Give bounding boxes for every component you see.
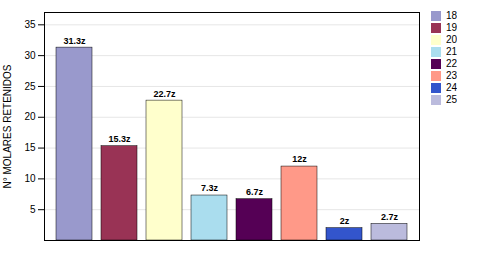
svg-text:5: 5 bbox=[30, 204, 36, 215]
svg-text:N° MOLARES RETENIDOS: N° MOLARES RETENIDOS bbox=[2, 64, 13, 188]
html-text:24: 24 bbox=[446, 82, 458, 93]
html-text:21: 21 bbox=[446, 46, 458, 57]
svg-text:10: 10 bbox=[24, 173, 36, 184]
svg-text:6.7z: 6.7z bbox=[246, 187, 264, 197]
svg-text:35: 35 bbox=[24, 19, 36, 30]
html-text:22: 22 bbox=[446, 58, 458, 69]
html-text:19: 19 bbox=[446, 22, 458, 33]
html-text:18: 18 bbox=[446, 10, 458, 21]
svg-text:15.3z: 15.3z bbox=[108, 134, 131, 144]
svg-text:20: 20 bbox=[24, 111, 36, 122]
svg-text:31.3z: 31.3z bbox=[63, 36, 86, 46]
html-text:23: 23 bbox=[446, 70, 458, 81]
svg-text:15: 15 bbox=[24, 142, 36, 153]
html-text:20: 20 bbox=[446, 34, 458, 45]
html-text:25: 25 bbox=[446, 94, 458, 105]
svg-text:22.7z: 22.7z bbox=[153, 88, 176, 98]
svg-text:12z: 12z bbox=[292, 154, 307, 164]
svg-text:30: 30 bbox=[24, 50, 36, 61]
svg-text:25: 25 bbox=[24, 81, 36, 92]
svg-text:2.7z: 2.7z bbox=[381, 212, 399, 222]
svg-text:2z: 2z bbox=[340, 216, 350, 226]
svg-text:7.3z: 7.3z bbox=[201, 183, 219, 193]
